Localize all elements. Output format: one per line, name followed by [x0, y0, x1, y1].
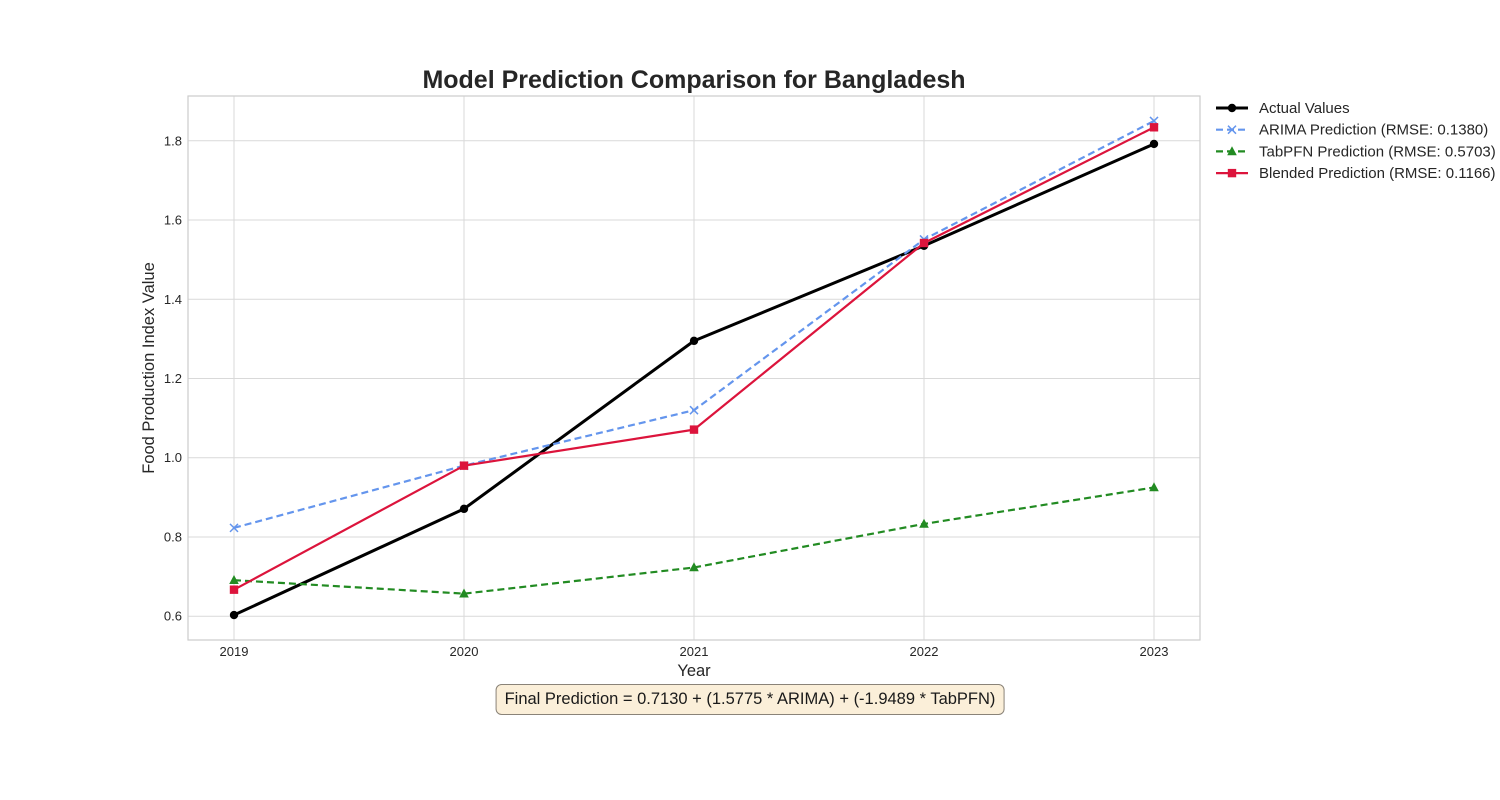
y-tick-label: 0.6: [164, 609, 182, 624]
y-tick-label: 1.4: [164, 292, 182, 307]
plot-area-frame: [187, 95, 1201, 641]
x-tick-label: 2021: [680, 644, 709, 659]
data-point: [459, 504, 469, 514]
series-2: [229, 482, 1159, 598]
formula-text: Final Prediction = 0.7130 + (1.5775 * AR…: [504, 690, 996, 708]
data-point: [919, 518, 929, 528]
legend: Actual Values ARIMA Prediction (RMSE: 0.1…: [1216, 100, 1496, 182]
data-point: [689, 562, 699, 572]
x-axis-label: Year: [677, 662, 711, 680]
legend-marker: [1227, 146, 1237, 156]
legend-item: Actual Values: [1216, 100, 1350, 117]
data-point: [229, 585, 239, 594]
series-3: [229, 123, 1159, 594]
formula-annotation: Final Prediction = 0.7130 + (1.5775 * AR…: [495, 684, 1005, 715]
legend-label: Actual Values: [1259, 100, 1350, 117]
data-point: [229, 574, 239, 584]
y-tick-label: 0.8: [164, 529, 182, 544]
data-point: [689, 336, 699, 346]
grid: [188, 96, 1200, 640]
legend-label: TabPFN Prediction (RMSE: 0.5703): [1259, 143, 1496, 160]
series-line: [233, 486, 1155, 595]
legend-label: Blended Prediction (RMSE: 0.1166): [1259, 165, 1496, 182]
legend-marker: [1227, 125, 1237, 135]
legend-item: ARIMA Prediction (RMSE: 0.1380): [1216, 122, 1488, 139]
legend-marker: [1227, 168, 1237, 178]
data-point: [229, 610, 239, 620]
data-point: [1149, 139, 1159, 149]
series-layer: [229, 116, 1159, 620]
x-tick-label: 2019: [220, 644, 249, 659]
data-point: [229, 523, 239, 533]
x-tick-label: 2022: [910, 644, 939, 659]
y-tick-label: 1.0: [164, 450, 182, 465]
legend-item: Blended Prediction (RMSE: 0.1166): [1216, 165, 1496, 182]
legend-marker: [1227, 103, 1237, 113]
data-point: [919, 238, 929, 248]
y-tick-label: 1.2: [164, 371, 182, 386]
data-point: [459, 461, 469, 470]
x-tick-label: 2020: [450, 644, 479, 659]
data-point: [689, 425, 699, 434]
data-point: [1149, 482, 1159, 492]
tick-labels: 2019 2020 2021 2022 2023 0.6 0.8 1.0 1.2 1.4 1.6 1.…: [164, 133, 1169, 659]
legend-label: ARIMA Prediction (RMSE: 0.1380): [1259, 122, 1488, 139]
chart-title: Model Prediction Comparison for Banglade…: [422, 66, 965, 94]
x-tick-label: 2023: [1140, 644, 1169, 659]
y-axis-label: Food Production Index Value: [140, 262, 158, 474]
data-point: [689, 405, 699, 415]
data-point: [1149, 123, 1159, 132]
y-tick-label: 1.6: [164, 213, 182, 228]
y-tick-label: 1.8: [164, 133, 182, 148]
data-point: [459, 588, 469, 598]
legend-item: TabPFN Prediction (RMSE: 0.5703): [1216, 143, 1496, 160]
